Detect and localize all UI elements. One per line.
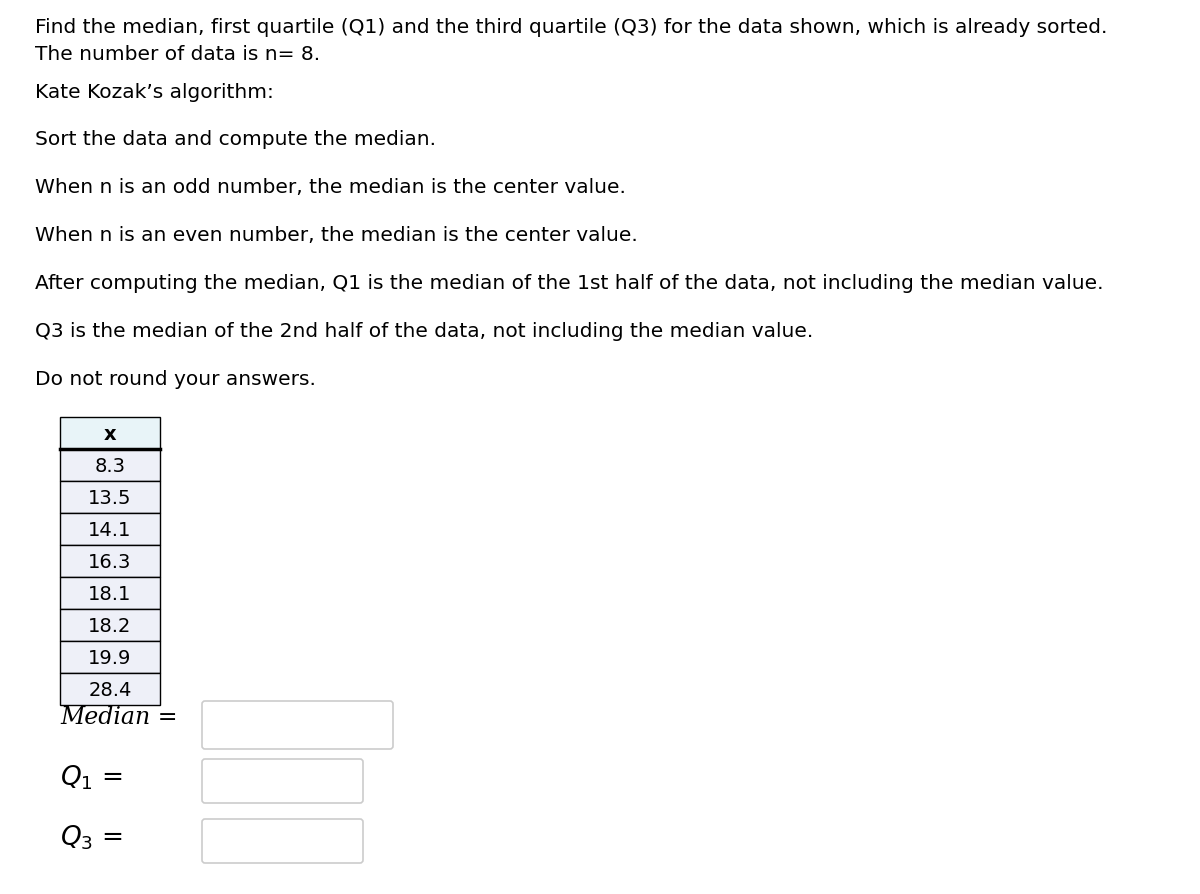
Text: 18.1: 18.1	[89, 584, 132, 603]
Bar	[60, 578, 160, 610]
Bar	[60, 673, 160, 705]
Text: When n is an odd number, the median is the center value.: When n is an odd number, the median is t…	[35, 178, 626, 197]
Bar	[60, 610, 160, 641]
Bar	[60, 545, 160, 578]
Text: Kate Kozak’s algorithm:: Kate Kozak’s algorithm:	[35, 83, 274, 102]
Text: Median =: Median =	[60, 705, 178, 729]
Text: 28.4: 28.4	[89, 679, 132, 699]
Bar	[60, 450, 160, 482]
Bar	[60, 513, 160, 545]
FancyBboxPatch shape	[202, 701, 394, 749]
Bar	[60, 482, 160, 513]
Text: Sort the data and compute the median.: Sort the data and compute the median.	[35, 130, 436, 148]
Text: After computing the median, Q1 is the median of the 1st half of the data, not in: After computing the median, Q1 is the me…	[35, 274, 1104, 292]
Text: 18.2: 18.2	[89, 616, 132, 635]
Bar	[60, 417, 160, 450]
Text: Do not round your answers.: Do not round your answers.	[35, 369, 316, 389]
Bar	[60, 641, 160, 673]
FancyBboxPatch shape	[202, 819, 364, 863]
Text: The number of data is n= 8.: The number of data is n= 8.	[35, 45, 320, 64]
Text: x: x	[103, 424, 116, 443]
Text: 13.5: 13.5	[89, 488, 132, 507]
Text: $Q_1$ =: $Q_1$ =	[60, 763, 122, 791]
Text: Find the median, first quartile (Q1) and the third quartile (Q3) for the data sh: Find the median, first quartile (Q1) and…	[35, 18, 1108, 37]
Text: 16.3: 16.3	[89, 552, 132, 571]
Text: 19.9: 19.9	[89, 648, 132, 667]
Text: 8.3: 8.3	[95, 456, 126, 475]
Text: When n is an even number, the median is the center value.: When n is an even number, the median is …	[35, 226, 637, 245]
Text: $Q_3$ =: $Q_3$ =	[60, 822, 122, 851]
Text: 14.1: 14.1	[89, 520, 132, 539]
FancyBboxPatch shape	[202, 759, 364, 803]
Text: Q3 is the median of the 2nd half of the data, not including the median value.: Q3 is the median of the 2nd half of the …	[35, 322, 814, 341]
